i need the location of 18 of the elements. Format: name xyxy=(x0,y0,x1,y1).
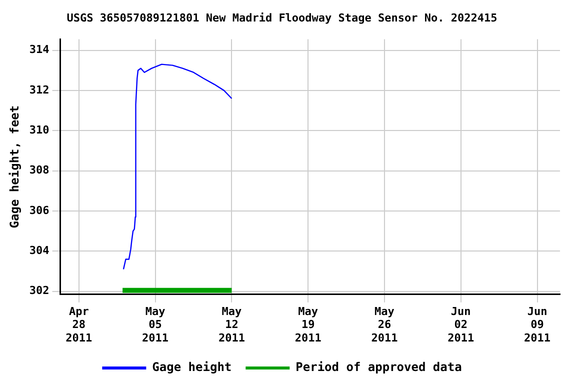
x-tick-label: May 26 2011 xyxy=(371,304,398,344)
y-tick-label: 306 xyxy=(29,204,50,217)
legend-label: Period of approved data xyxy=(296,360,462,374)
y-tick-label: 304 xyxy=(29,244,50,258)
y-tick-label: 310 xyxy=(29,123,50,136)
x-tick-label: Apr 28 2011 xyxy=(66,304,93,344)
y-tick-label: 312 xyxy=(29,83,50,96)
x-tick-label: Jun 02 2011 xyxy=(448,304,474,344)
y-axis-title: Gage height, feet xyxy=(7,105,22,228)
x-tick-label: May 19 2011 xyxy=(294,304,322,344)
y-tick-label: 302 xyxy=(29,284,50,298)
y-tick-label: 314 xyxy=(29,43,50,56)
chart-title: USGS 365057089121801 New Madrid Floodway Stage Sensor No. 2022415 xyxy=(66,11,498,24)
x-tick-label: May 05 2011 xyxy=(142,304,169,344)
x-tick-label: May 12 2011 xyxy=(218,304,246,344)
x-tick-label: Jun 09 2011 xyxy=(524,304,551,344)
legend-label: Gage height xyxy=(152,360,232,374)
y-tick-label: 308 xyxy=(29,164,50,177)
